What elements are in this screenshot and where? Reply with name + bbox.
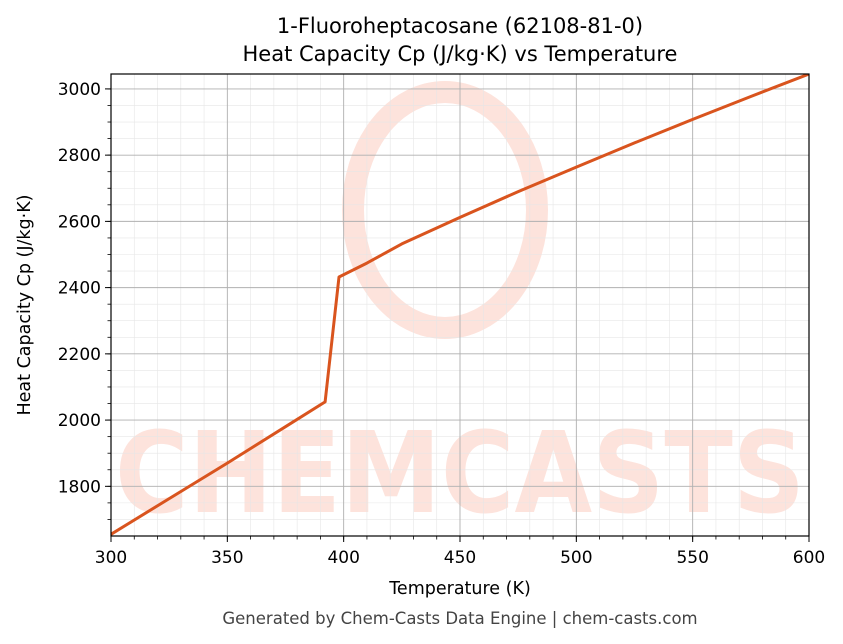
y-tick-label: 2000: [58, 411, 101, 431]
x-tick-label: 500: [560, 548, 592, 568]
chart-title-line2: Heat Capacity Cp (J/kg·K) vs Temperature: [243, 42, 678, 66]
x-tick-label: 450: [444, 548, 476, 568]
footer-credit: Generated by Chem-Casts Data Engine | ch…: [222, 609, 697, 628]
x-axis-label: Temperature (K): [388, 579, 531, 599]
chart-title-line1: 1-Fluoroheptacosane (62108-81-0): [277, 14, 643, 38]
y-axis-label: Heat Capacity Cp (J/kg·K): [15, 195, 35, 416]
series-line: [111, 74, 809, 536]
y-tick-label: 2200: [58, 345, 101, 365]
x-tick-label: 350: [211, 548, 243, 568]
x-tick-label: 300: [95, 548, 127, 568]
ticks: [105, 88, 810, 542]
x-tick-label: 400: [327, 548, 359, 568]
y-tick-label: 2400: [58, 279, 101, 299]
y-tick-label: 2800: [58, 146, 101, 166]
y-tick-labels: 1800 2000 2200 2400 2600 2800 3000: [58, 80, 101, 497]
x-tick-label: 550: [676, 548, 708, 568]
y-tick-label: 3000: [58, 80, 101, 100]
watermark-logo-ring: [342, 81, 548, 339]
x-tick-label: 600: [793, 548, 825, 568]
grid-major: [110, 74, 810, 536]
y-tick-label: 2600: [58, 212, 101, 232]
y-tick-label: 1800: [58, 477, 101, 497]
x-tick-labels: 300 350 400 450 500 550 600: [95, 548, 825, 568]
series-layer: [111, 74, 809, 536]
